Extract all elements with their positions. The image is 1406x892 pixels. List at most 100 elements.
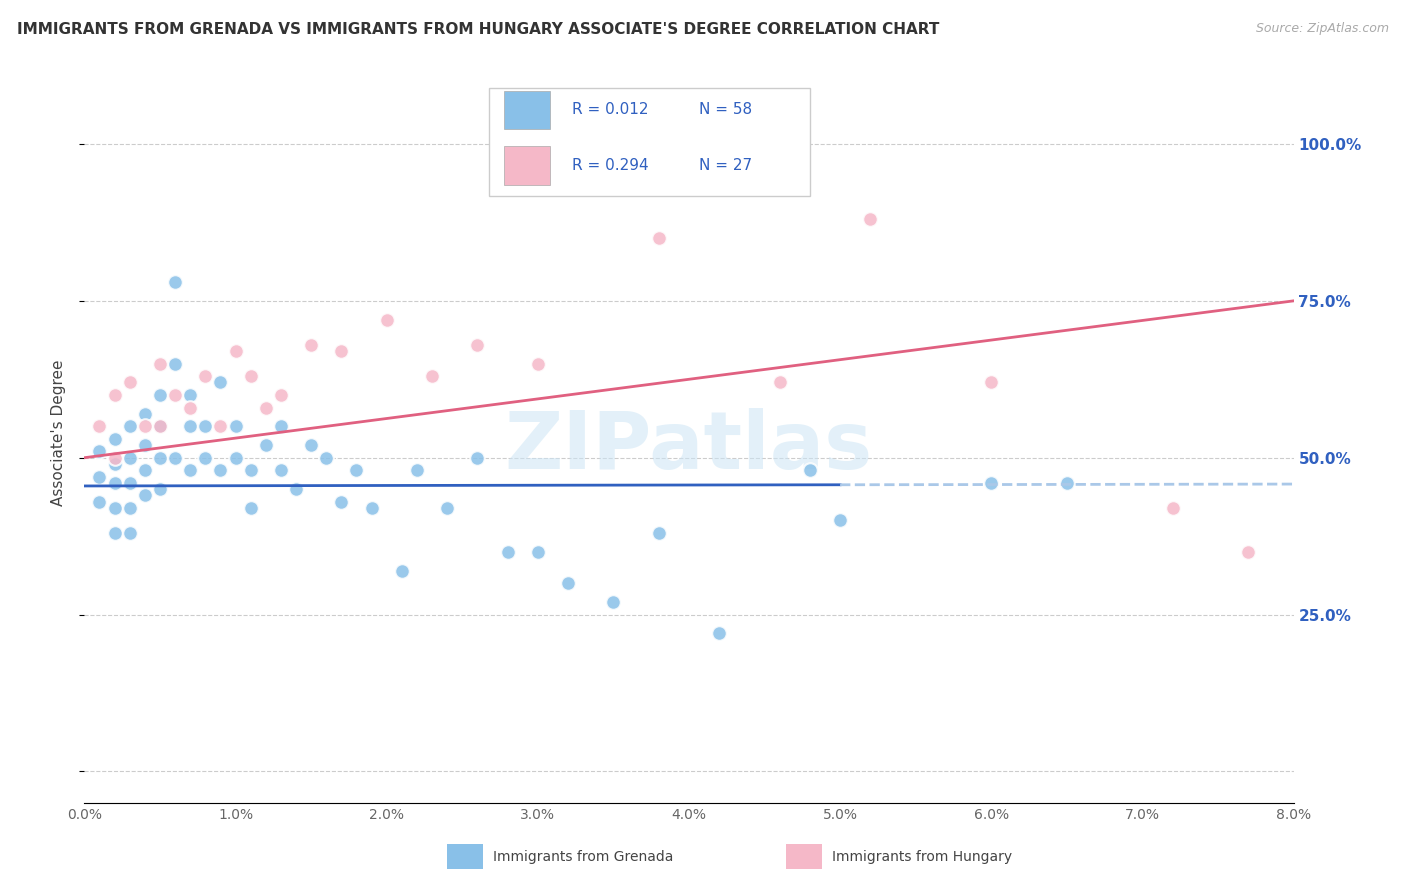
- Point: [239, 369, 262, 384]
- Point: [1056, 475, 1078, 490]
- Point: [346, 463, 368, 477]
- Point: [89, 469, 111, 483]
- Point: [527, 357, 550, 371]
- Y-axis label: Associate's Degree: Associate's Degree: [51, 359, 66, 506]
- Text: ZIPatlas: ZIPatlas: [505, 409, 873, 486]
- Point: [134, 438, 156, 452]
- Point: [330, 344, 353, 359]
- Point: [165, 357, 187, 371]
- Point: [179, 388, 201, 402]
- Point: [149, 419, 172, 434]
- Point: [527, 545, 550, 559]
- Point: [104, 450, 127, 465]
- Point: [149, 388, 172, 402]
- Point: [980, 475, 1002, 490]
- Point: [194, 369, 217, 384]
- Point: [436, 500, 458, 515]
- Point: [239, 500, 262, 515]
- Point: [165, 450, 187, 465]
- Point: [104, 475, 127, 490]
- Point: [194, 419, 217, 434]
- Text: N = 58: N = 58: [699, 103, 752, 118]
- Point: [225, 344, 247, 359]
- Point: [179, 463, 201, 477]
- Point: [134, 407, 156, 421]
- Point: [557, 576, 579, 591]
- Text: Immigrants from Hungary: Immigrants from Hungary: [831, 850, 1012, 863]
- Point: [118, 500, 141, 515]
- Point: [648, 231, 671, 245]
- Point: [602, 595, 624, 609]
- Point: [648, 526, 671, 541]
- Point: [830, 513, 852, 527]
- Point: [315, 450, 337, 465]
- Point: [254, 401, 277, 415]
- Point: [209, 419, 232, 434]
- Point: [270, 463, 292, 477]
- Point: [254, 438, 277, 452]
- Point: [799, 463, 821, 477]
- Point: [299, 338, 322, 352]
- Point: [467, 338, 489, 352]
- Point: [134, 488, 156, 502]
- Point: [165, 275, 187, 289]
- Point: [179, 401, 201, 415]
- Point: [391, 564, 413, 578]
- Text: IMMIGRANTS FROM GRENADA VS IMMIGRANTS FROM HUNGARY ASSOCIATE'S DEGREE CORRELATIO: IMMIGRANTS FROM GRENADA VS IMMIGRANTS FR…: [17, 22, 939, 37]
- Point: [104, 500, 127, 515]
- Point: [225, 419, 247, 434]
- Point: [89, 419, 111, 434]
- Point: [149, 419, 172, 434]
- Text: R = 0.294: R = 0.294: [572, 158, 648, 173]
- Point: [118, 419, 141, 434]
- Point: [118, 475, 141, 490]
- Point: [769, 376, 792, 390]
- Point: [360, 500, 382, 515]
- Point: [270, 419, 292, 434]
- Point: [980, 376, 1002, 390]
- Point: [118, 526, 141, 541]
- Point: [104, 526, 127, 541]
- Point: [1161, 500, 1184, 515]
- Point: [194, 450, 217, 465]
- Bar: [786, 844, 823, 870]
- Point: [239, 463, 262, 477]
- Point: [118, 376, 141, 390]
- FancyBboxPatch shape: [489, 88, 810, 195]
- Point: [149, 482, 172, 496]
- Point: [89, 494, 111, 508]
- Text: N = 27: N = 27: [699, 158, 752, 173]
- Point: [406, 463, 429, 477]
- Bar: [447, 844, 484, 870]
- Point: [225, 450, 247, 465]
- Point: [165, 388, 187, 402]
- Point: [104, 388, 127, 402]
- Point: [299, 438, 322, 452]
- Point: [179, 419, 201, 434]
- Text: R = 0.012: R = 0.012: [572, 103, 648, 118]
- Point: [89, 444, 111, 458]
- Bar: [503, 146, 550, 185]
- Point: [496, 545, 519, 559]
- Point: [118, 450, 141, 465]
- Point: [149, 357, 172, 371]
- Point: [270, 388, 292, 402]
- Point: [330, 494, 353, 508]
- Point: [209, 376, 232, 390]
- Bar: [503, 91, 550, 129]
- Point: [149, 450, 172, 465]
- Text: Source: ZipAtlas.com: Source: ZipAtlas.com: [1256, 22, 1389, 36]
- Point: [859, 212, 882, 227]
- Point: [134, 463, 156, 477]
- Point: [467, 450, 489, 465]
- Point: [1237, 545, 1260, 559]
- Text: Immigrants from Grenada: Immigrants from Grenada: [494, 850, 673, 863]
- Point: [104, 457, 127, 471]
- Point: [709, 626, 731, 640]
- Point: [420, 369, 443, 384]
- Point: [134, 419, 156, 434]
- Point: [209, 463, 232, 477]
- Point: [285, 482, 308, 496]
- Point: [104, 432, 127, 446]
- Point: [375, 312, 398, 326]
